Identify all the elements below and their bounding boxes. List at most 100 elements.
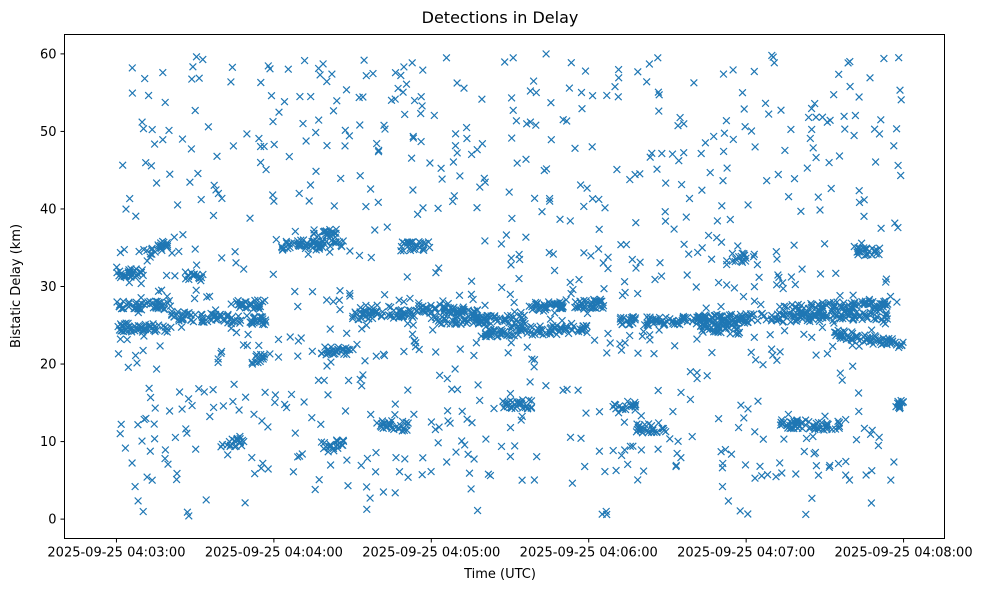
data-point: [467, 290, 476, 299]
data-point: [118, 161, 127, 170]
data-point: [486, 471, 495, 480]
data-point: [734, 252, 743, 261]
data-point: [674, 121, 682, 130]
data-point: [196, 276, 205, 285]
data-point: [774, 170, 783, 179]
data-point: [816, 306, 824, 315]
data-point: [527, 396, 536, 405]
data-point: [893, 399, 902, 408]
data-point: [708, 348, 716, 357]
data-point: [827, 184, 836, 193]
data-point: [146, 250, 155, 258]
data-point: [199, 270, 207, 279]
data-point: [835, 424, 844, 433]
data-point: [540, 301, 549, 310]
data-point: [256, 142, 265, 151]
data-point: [674, 437, 682, 446]
data-point: [836, 313, 845, 322]
data-point: [617, 451, 626, 460]
data-point: [672, 462, 680, 471]
data-point: [734, 423, 743, 432]
data-point: [777, 106, 785, 115]
data-point: [161, 446, 170, 454]
data-point: [767, 311, 776, 320]
data-point: [774, 271, 782, 279]
data-point: [233, 436, 242, 445]
data-point: [146, 447, 155, 456]
data-point: [391, 68, 400, 77]
data-point: [192, 286, 201, 295]
data-point: [167, 311, 176, 320]
data-point: [886, 339, 894, 348]
data-point: [170, 233, 179, 242]
data-point: [729, 135, 738, 144]
data-point: [401, 309, 410, 318]
data-point: [878, 299, 887, 308]
data-point: [323, 231, 332, 239]
data-point: [588, 194, 597, 203]
data-point: [780, 326, 789, 335]
data-point: [889, 141, 898, 150]
data-point: [583, 184, 591, 193]
data-point: [467, 485, 475, 493]
data-point: [515, 274, 523, 283]
data-point: [329, 238, 337, 247]
data-point: [470, 351, 478, 360]
data-point: [370, 226, 379, 234]
data-point: [220, 317, 229, 325]
data-point: [751, 143, 759, 151]
data-point: [776, 347, 784, 356]
data-point: [264, 423, 272, 431]
data-point: [460, 314, 469, 323]
data-point: [854, 407, 863, 416]
data-point: [152, 304, 161, 312]
data-point: [840, 112, 848, 121]
data-point: [831, 269, 840, 278]
data-point: [747, 127, 756, 135]
data-point: [654, 88, 663, 97]
data-point: [787, 312, 795, 321]
data-point: [152, 365, 161, 373]
data-point: [270, 140, 279, 149]
data-point: [530, 355, 539, 364]
data-point: [723, 312, 731, 321]
data-point: [807, 301, 816, 310]
y-tick-label: 40: [40, 202, 57, 217]
data-point: [269, 270, 278, 279]
data-point: [895, 341, 904, 350]
data-point: [855, 198, 864, 207]
data-point: [139, 507, 148, 516]
data-point: [769, 53, 778, 61]
data-point: [227, 78, 235, 86]
data-point: [688, 432, 697, 441]
data-point: [894, 223, 902, 232]
data-point: [250, 410, 258, 419]
data-point: [187, 311, 195, 319]
data-point: [600, 284, 608, 293]
data-point: [547, 98, 555, 107]
data-point: [133, 359, 141, 367]
data-point: [647, 318, 656, 326]
data-point: [693, 335, 701, 343]
data-point: [809, 144, 818, 152]
data-point: [529, 77, 538, 85]
data-point: [232, 258, 240, 267]
data-point: [412, 306, 421, 315]
data-point: [343, 456, 351, 464]
data-point: [210, 181, 219, 190]
data-point: [361, 356, 369, 365]
data-point: [379, 350, 388, 359]
data-point: [461, 307, 469, 316]
data-point: [571, 303, 579, 312]
data-point: [736, 507, 745, 515]
data-point: [148, 244, 156, 253]
data-point: [233, 434, 242, 443]
data-point: [614, 73, 623, 82]
data-point: [434, 204, 442, 213]
data-point: [198, 55, 207, 64]
data-point: [360, 309, 369, 318]
data-point: [448, 197, 457, 206]
data-point: [324, 390, 332, 399]
data-point: [517, 314, 526, 322]
data-point: [855, 300, 863, 309]
